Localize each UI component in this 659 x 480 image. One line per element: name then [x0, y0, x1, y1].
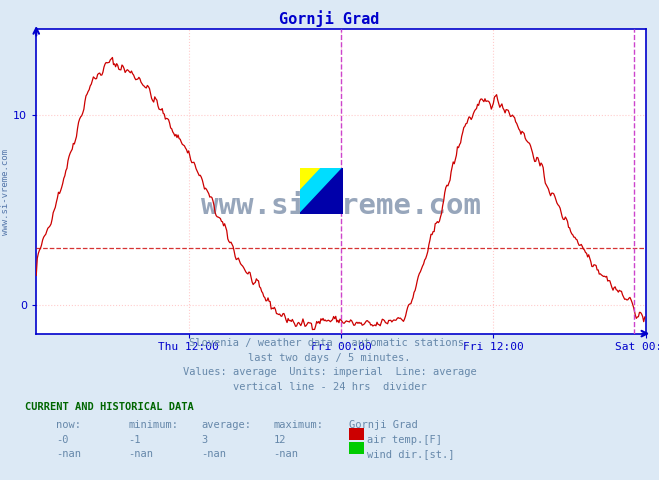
Text: -nan: -nan	[56, 449, 81, 459]
Text: -nan: -nan	[273, 449, 299, 459]
Text: air temp.[F]: air temp.[F]	[367, 435, 442, 445]
Text: -nan: -nan	[129, 449, 154, 459]
Text: CURRENT AND HISTORICAL DATA: CURRENT AND HISTORICAL DATA	[25, 402, 194, 412]
Text: Gornji Grad: Gornji Grad	[349, 420, 418, 431]
Polygon shape	[300, 168, 322, 191]
Text: 12: 12	[273, 435, 286, 445]
Text: Gornji Grad: Gornji Grad	[279, 11, 380, 27]
Text: minimum:: minimum:	[129, 420, 179, 431]
Polygon shape	[300, 168, 343, 214]
Text: Slovenia / weather data - automatic stations.
last two days / 5 minutes.
Values:: Slovenia / weather data - automatic stat…	[183, 338, 476, 392]
Text: 3: 3	[201, 435, 207, 445]
Text: maximum:: maximum:	[273, 420, 324, 431]
Text: -0: -0	[56, 435, 69, 445]
Text: now:: now:	[56, 420, 81, 431]
Text: average:: average:	[201, 420, 251, 431]
Text: www.si-vreme.com: www.si-vreme.com	[201, 192, 481, 219]
Text: www.si-vreme.com: www.si-vreme.com	[1, 149, 10, 235]
Bar	[300, 168, 322, 191]
Text: wind dir.[st.]: wind dir.[st.]	[367, 449, 455, 459]
Polygon shape	[300, 168, 343, 214]
Text: -1: -1	[129, 435, 141, 445]
Text: -nan: -nan	[201, 449, 226, 459]
